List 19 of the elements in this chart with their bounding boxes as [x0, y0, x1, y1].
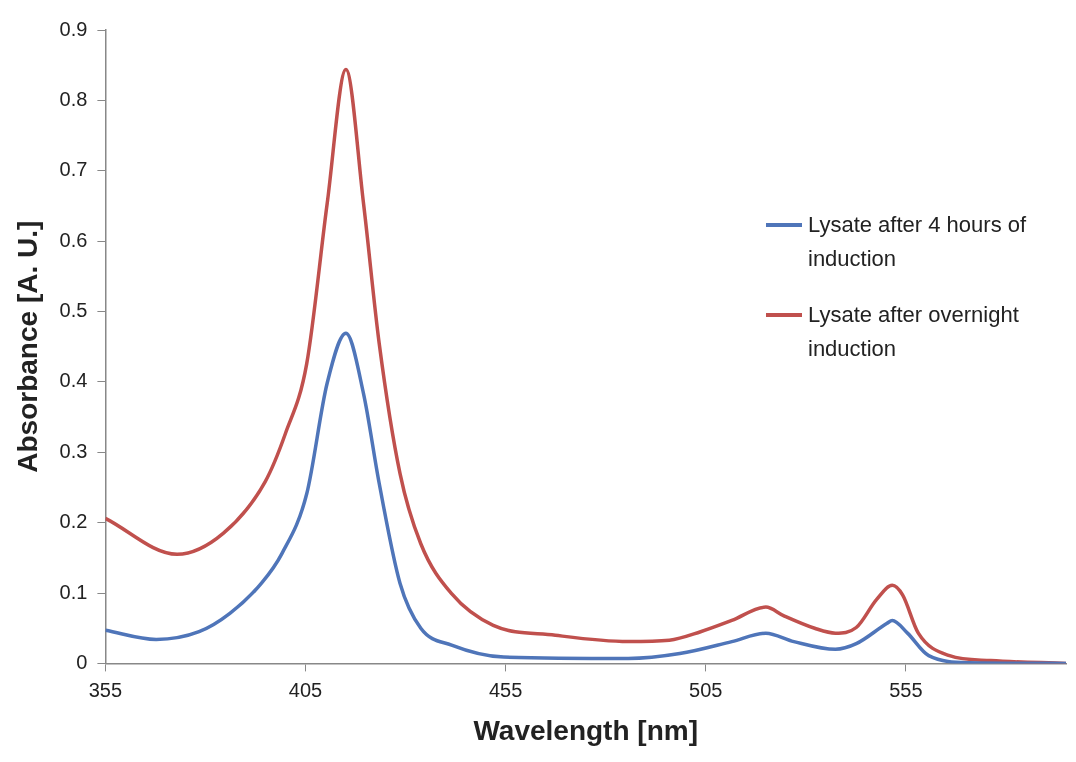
x-axis-title: Wavelength [nm] [473, 714, 698, 746]
y-tick-label: 0.1 [59, 580, 88, 603]
y-tick-label: 0.6 [59, 228, 88, 251]
y-tick-label: 0 [76, 650, 88, 673]
y-tick-label: 0.2 [59, 510, 88, 533]
x-tick-label: 355 [88, 678, 123, 701]
y-tick-label: 0.7 [59, 158, 88, 181]
y-tick-label: 0.3 [59, 439, 88, 462]
legend-label: Lysate after 4 hours of induction [808, 211, 1028, 273]
y-tick-label: 0.8 [59, 87, 88, 110]
legend-label: Lysate after overnight induction [808, 301, 1020, 363]
x-tick-label: 505 [689, 678, 723, 701]
y-tick-label: 0.4 [59, 369, 88, 392]
y-tick-label: 0.9 [59, 17, 88, 40]
x-tick-label: 405 [288, 678, 323, 701]
x-tick-label: 455 [488, 678, 523, 701]
y-tick-label: 0.5 [59, 299, 88, 322]
y-axis-title: Absorbance [A. U.] [11, 220, 43, 473]
x-tick-label: 555 [889, 678, 923, 701]
